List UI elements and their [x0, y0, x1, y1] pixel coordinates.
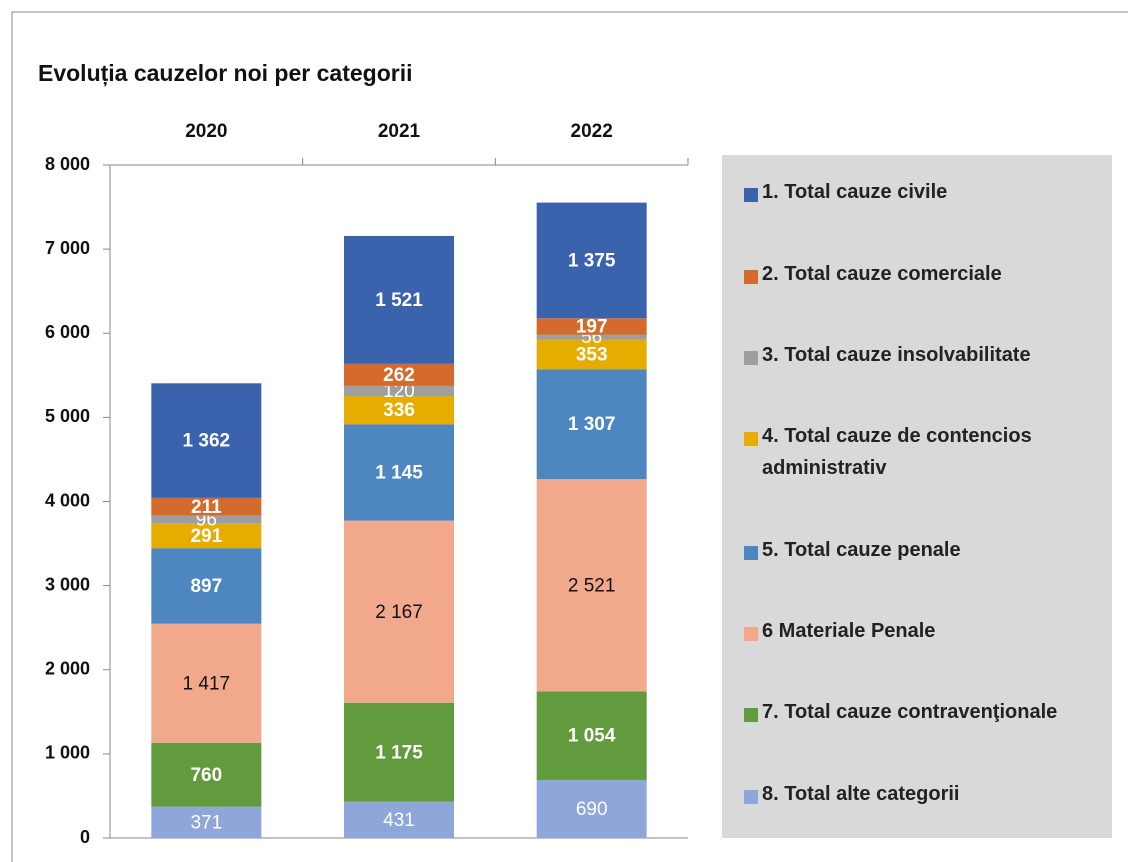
legend-label: 2. Total cauze comerciale [762, 262, 1002, 285]
y-tick-label: 0 [80, 827, 90, 847]
legend-swatch [744, 545, 758, 560]
bar-segment [344, 520, 454, 703]
legend-swatch [744, 269, 758, 284]
data-label: 1 054 [568, 726, 616, 747]
data-label: 211 [191, 497, 222, 518]
y-tick-label: 7 000 [45, 238, 90, 258]
bar-segment [344, 396, 454, 425]
bar-segment [536, 334, 647, 340]
x-tick-label: 2020 [185, 121, 227, 142]
data-label: 1 175 [375, 742, 423, 763]
data-label: 2 521 [568, 575, 616, 596]
bar-segment [344, 702, 454, 802]
bar-segment [151, 742, 262, 807]
data-label: 371 [190, 812, 222, 833]
data-label: 197 [576, 317, 608, 338]
data-label: 336 [383, 400, 415, 421]
legend-item: 1. Total cauze civile [722, 181, 1112, 208]
legend-item: 2. Total cauze comerciale [722, 263, 1112, 290]
bar-segment [344, 424, 454, 521]
legend-item: 3. Total cauze insolvabilitate [722, 344, 1112, 371]
legend-item: 8. Total alte categorii [722, 783, 1112, 810]
data-label: 897 [190, 576, 222, 597]
y-tick-label: 5 000 [45, 406, 90, 426]
bar-segment [344, 235, 454, 364]
bar-segment [151, 806, 262, 838]
data-label: 353 [576, 344, 608, 365]
bar-segment [536, 202, 647, 319]
legend-swatch [744, 627, 758, 642]
bar-segment [536, 479, 647, 692]
bar-segment [344, 363, 454, 386]
legend-label: 6 Materiale Penale [762, 620, 936, 643]
bar-segment [151, 548, 262, 624]
bar-segment [344, 801, 454, 838]
y-tick-label: 1 000 [45, 743, 90, 763]
bar-segment [151, 623, 262, 743]
data-label: 690 [576, 799, 608, 820]
legend-item: 4. Total cauze de contencios administrat… [722, 425, 1112, 484]
data-label: 1 307 [568, 414, 616, 435]
legend-swatch [744, 789, 758, 804]
bar-segment [344, 385, 454, 397]
y-tick-label: 4 000 [45, 490, 90, 510]
y-tick-label: 6 000 [45, 322, 90, 342]
legend-swatch [744, 432, 758, 447]
legend-label: 4. Total cauze de contencios administrat… [762, 425, 1032, 480]
legend-item: 7. Total cauze contravenţionale [722, 701, 1112, 728]
legend-swatch [744, 188, 758, 203]
x-tick-label: 2022 [571, 121, 613, 142]
bar-segment [151, 515, 262, 524]
data-label: 1 145 [375, 462, 423, 483]
data-label: 291 [190, 526, 222, 547]
bar-segment [536, 691, 647, 780]
legend: 1. Total cauze civile 2. Total cauze come… [722, 155, 1112, 838]
y-tick-label: 8 000 [45, 154, 90, 174]
data-label: 1 362 [183, 431, 231, 452]
data-label: 1 417 [183, 673, 231, 694]
bar-segment [536, 339, 647, 370]
data-label: 1 375 [568, 250, 616, 271]
x-tick-label: 2021 [378, 121, 421, 142]
data-label: 760 [190, 765, 222, 786]
legend-label: 1. Total cauze civile [762, 181, 948, 204]
bar-segment [151, 383, 262, 498]
legend-swatch [744, 708, 758, 723]
legend-label: 5. Total cauze penale [762, 538, 961, 561]
legend-label: 8. Total alte categorii [762, 782, 960, 805]
bar-segment [536, 779, 647, 838]
y-tick-label: 3 000 [45, 574, 90, 594]
legend-label: 3. Total cauze insolvabilitate [762, 343, 1031, 366]
data-label: 431 [383, 810, 415, 831]
legend-label: 7. Total cauze contravenţionale [762, 701, 1058, 724]
legend-swatch [744, 350, 758, 365]
bar-segment [151, 523, 262, 549]
data-label: 2 167 [375, 602, 423, 623]
y-tick-label: 2 000 [45, 659, 90, 679]
bar-segment [536, 318, 647, 335]
chart-border [11, 11, 1128, 862]
data-label: 120 [383, 381, 415, 402]
bar-segment [536, 369, 647, 480]
legend-item: 5. Total cauze penale [722, 539, 1112, 566]
bar-segment [151, 497, 262, 516]
chart-title: Evoluția cauzelor noi per categorii [38, 60, 412, 87]
data-label: 262 [383, 365, 415, 386]
legend-item: 6 Materiale Penale [722, 620, 1112, 647]
data-label: 1 521 [375, 290, 423, 311]
